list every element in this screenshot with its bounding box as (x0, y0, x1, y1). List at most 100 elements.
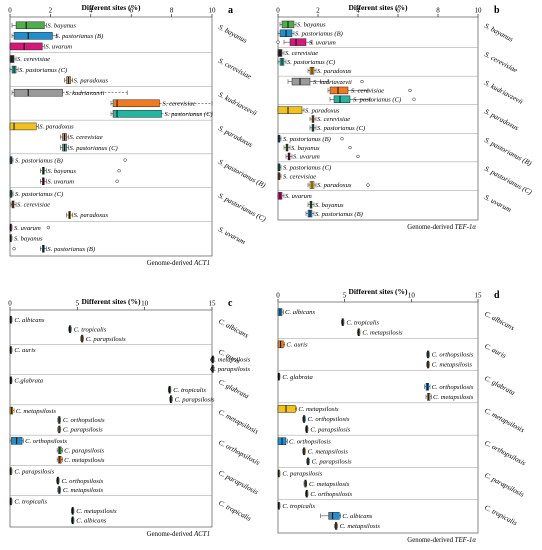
box-b-5-2: S. paradoxus (307, 181, 370, 189)
group-label: S. pastorianus (C) (483, 165, 534, 197)
row-label: S. cerevisiae (317, 116, 350, 123)
box-a-4-0: S. pastorianus (B) (9, 156, 127, 164)
row-label: C. parapsilosis (64, 447, 104, 454)
row-label: C. tropicalis (74, 326, 107, 333)
box-b-6-1: S. bayanus (307, 201, 344, 209)
caption-prefix: Genome-derived (407, 224, 454, 231)
box-b-4-2: S. uvarum (285, 152, 360, 161)
x-tick-label: 0 (276, 292, 280, 300)
group-label: S. pastorianus (B) (217, 158, 267, 190)
row-label: C. parapsilosis (210, 366, 250, 373)
row-label: S. cerevisiae (285, 50, 318, 57)
outlier-point (12, 247, 16, 251)
x-tick-label: 15 (475, 292, 483, 300)
row-label: S. paradoxus (74, 77, 109, 84)
box-c-2-1: C. tropicalis (167, 385, 206, 394)
group-label: S. cerevisiae (483, 50, 519, 74)
plot-frame (277, 16, 479, 221)
box-a-6-2: S. pastorianus (B) (12, 244, 95, 253)
x-tick-label: 6 (396, 7, 400, 15)
row-label: S. pastorianus (C) (353, 96, 401, 103)
box-iqr (333, 95, 351, 103)
row-label: S. bayanus (14, 235, 43, 242)
panel-caption: Genome-derived TEF-1α (407, 537, 476, 544)
group-label: C. glabrata (483, 374, 516, 397)
box-a-5-0: S. pastorianus (C) (9, 190, 63, 198)
box-c-6-0: C. tropicalis (9, 497, 48, 506)
row-label: S. bayanus (47, 168, 76, 175)
box-d-0-2: C. metapsilosis (357, 328, 403, 336)
row-label: S. pastorianus (C) (287, 59, 335, 66)
row-label: S. pastorianus (B) (47, 246, 95, 253)
caption-gene: ACT1 (193, 531, 210, 538)
row-label: C. albicans (285, 309, 315, 316)
box-c-6-1: C. metapsilosis (71, 507, 117, 515)
row-label: C. orthopsilosis (432, 352, 474, 359)
x-tick-label: 10 (141, 300, 149, 308)
box-d-1-1: C. orthopsilosis (426, 350, 474, 359)
row-label: C. glabrata (282, 374, 313, 381)
outlier-point (340, 137, 344, 141)
box-d-4-2: C. parapsilosis (306, 457, 352, 466)
box-c-5-2: C. metapsilosis (57, 486, 104, 494)
group-label: C. albicans (217, 317, 250, 340)
row-label: C. metapsilosis (210, 357, 251, 364)
row-label: C. tropicalis (173, 387, 206, 394)
box-b-0-2: S. uvarum (276, 38, 336, 46)
row-label: C. orthopsilosis (289, 438, 331, 445)
x-tick-label: 0 (8, 300, 12, 308)
box-c-3-0: C. metapsilosis (9, 406, 56, 415)
outlier-point (408, 88, 412, 93)
box-c-4-2: C. metapsilosis (56, 455, 105, 464)
row-label: C. metapsilosis (298, 406, 339, 413)
x-tick-label: 6 (129, 7, 133, 15)
x-tick-label: 4 (356, 7, 360, 15)
panel-a: Different sites (%) 0 2 4 6 8 10 a Genome-derive… (8, 3, 267, 267)
box-b-3-2: S. pastorianus (C) (309, 124, 365, 132)
box-c-1-2: C. parapsilosis (210, 365, 250, 373)
box-a-3-0: S. paradoxus (9, 122, 74, 131)
box-b-5-1: S. cerevisiae (277, 172, 316, 180)
group-label: S. paradoxus (217, 124, 254, 149)
row-label: C. metapsilosis (63, 487, 104, 494)
panel-caption: Genome-derived ACT1 (147, 260, 210, 267)
group-label: S. cerevisiae (217, 57, 253, 81)
box-d-3-1: C. orthopsilosis (302, 415, 350, 423)
box-iqr (15, 21, 45, 30)
row-label: S. cerevisiae (351, 88, 384, 95)
row-label: S. uvarum (293, 154, 320, 161)
row-label: C. tropicalis (346, 319, 379, 326)
box-iqr (13, 88, 63, 97)
box-a-2-2: S. pastorianus (C) (110, 110, 213, 118)
box-d-6-1: C. albicans (320, 512, 373, 520)
group-label: S. uvarum (217, 225, 246, 246)
box-c-1-1: C. metapsilosis (210, 355, 251, 364)
box-d-3-0: C. metapsilosis (277, 405, 339, 413)
row-label: S. cerevisiae (162, 100, 195, 107)
row-label: C. metapsilosis (362, 329, 403, 336)
x-tick-label: 5 (76, 300, 80, 308)
row-label: S. cerevisiae (70, 134, 103, 141)
box-a-1-0: S. cerevisiae (9, 55, 50, 63)
outlier-point (117, 169, 121, 173)
box-b-3-1: S. cerevisiae (309, 115, 350, 123)
row-label: S. uvarum (285, 193, 312, 200)
row-label: C. albicans (76, 517, 106, 524)
panel-b: Different sites (%) 0 2 4 6 8 10 b Genome-derive… (276, 3, 533, 231)
box-c-3-1: C. orthopsilosis (57, 416, 105, 424)
caption-gene: TEF-1α (455, 537, 477, 544)
box-a-2-1: S. cerevisiae (110, 99, 213, 108)
row-label: S. paradoxus (74, 212, 109, 219)
row-label: S. pastorianus (C) (283, 164, 331, 171)
row-label: S. pastorianus (C) (165, 111, 213, 118)
box-iqr (112, 99, 160, 108)
box-a-5-2: S. paradoxus (66, 211, 109, 219)
box-d-2-1: C. orthopsilosis (424, 382, 474, 391)
row-label: S. pastorianus (C) (317, 125, 365, 132)
row-label: C. auris (286, 342, 308, 349)
box-c-2-0: C.glabrata (9, 376, 44, 384)
row-label: S. pastorianus (C) (19, 67, 67, 74)
box-a-6-0: S. uvarum (9, 223, 51, 232)
box-d-5-2: C. orthopsilosis (305, 489, 353, 498)
